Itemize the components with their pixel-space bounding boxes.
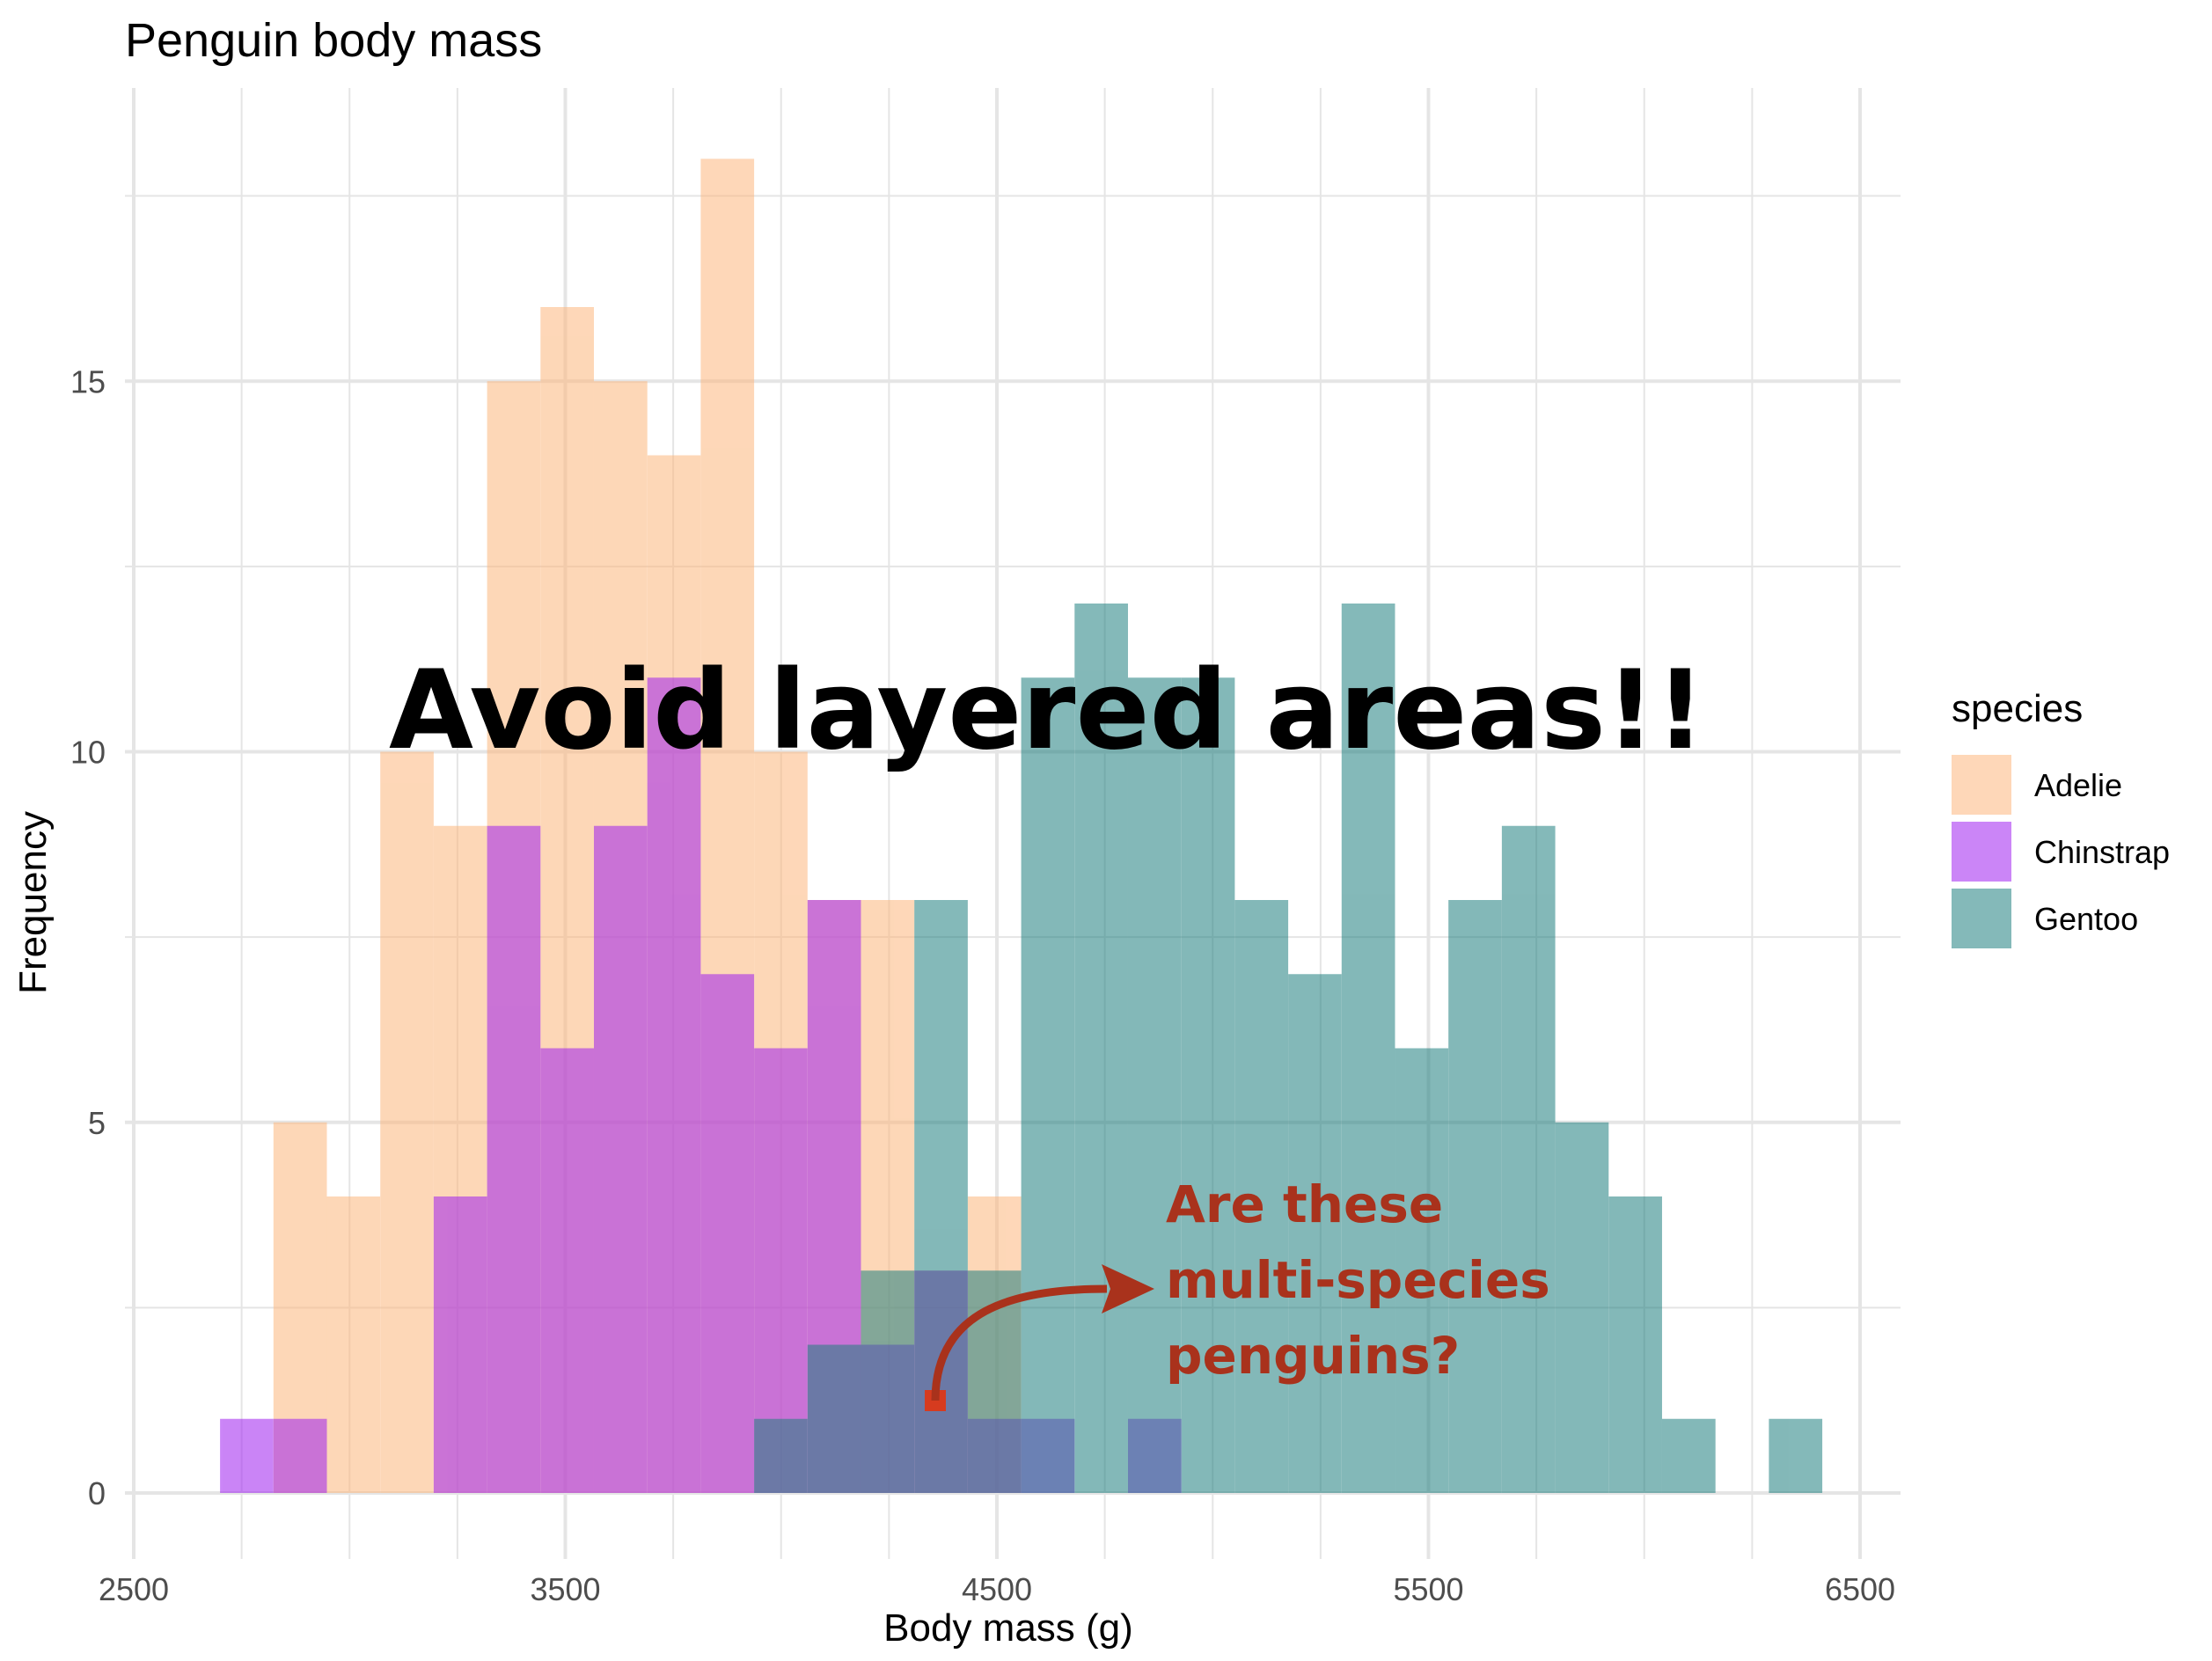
bar-gentoo [1288, 974, 1342, 1493]
legend-item-chinstrap: Chinstrap [1952, 822, 2170, 882]
y-tick-labels: 0 5 10 15 [70, 363, 106, 1511]
chart-title: Penguin body mass [125, 14, 542, 67]
x-tick-label: 2500 [99, 1571, 169, 1607]
bar-chinstrap [220, 1418, 274, 1493]
bar-gentoo [1395, 1048, 1449, 1493]
arrow-annotation [925, 1264, 1154, 1411]
legend-swatch [1952, 889, 2011, 948]
histogram-bars [220, 158, 1823, 1493]
bar-gentoo [1501, 825, 1556, 1493]
legend-title: species [1952, 687, 2083, 730]
bar-gentoo [1127, 677, 1182, 1493]
bar-gentoo [1021, 677, 1075, 1493]
y-axis-label: Frequency [11, 811, 55, 994]
legend: species Adelie Chinstrap Gentoo [1952, 687, 2170, 948]
bar-gentoo [861, 1270, 915, 1493]
legend-label: Adelie [2034, 767, 2122, 803]
bar-gentoo [754, 1418, 808, 1493]
bar-chinstrap [593, 825, 648, 1493]
x-tick-label: 3500 [530, 1571, 600, 1607]
x-tick-label: 5500 [1393, 1571, 1463, 1607]
series-gentoo [754, 604, 1823, 1493]
legend-label: Gentoo [2034, 901, 2138, 937]
headline-annotation: Avoid layered areas!! [389, 648, 1705, 774]
bar-chinstrap [647, 677, 701, 1493]
bar-chinstrap [487, 825, 541, 1493]
y-tick-label: 0 [88, 1475, 106, 1511]
bar-chinstrap [540, 1048, 594, 1493]
bar-adelie [326, 1196, 381, 1493]
bar-chinstrap [700, 974, 755, 1493]
note-line-3: penguins? [1166, 1326, 1460, 1386]
note-annotation: Are these multi-species penguins? [1166, 1174, 1550, 1386]
bar-gentoo [807, 1344, 861, 1493]
bar-gentoo [1661, 1418, 1716, 1493]
x-tick-labels: 2500 3500 4500 5500 6500 [99, 1571, 1895, 1607]
bar-chinstrap [273, 1418, 327, 1493]
bar-gentoo [1341, 604, 1395, 1493]
bar-gentoo [1074, 604, 1128, 1493]
arrow-curve [931, 1284, 1108, 1401]
x-axis-label: Body mass (g) [883, 1606, 1133, 1650]
x-tick-label: 6500 [1825, 1571, 1895, 1607]
bar-adelie [380, 751, 434, 1493]
bar-chinstrap [433, 1196, 487, 1493]
x-tick-label: 4500 [962, 1571, 1032, 1607]
bar-gentoo [1769, 1418, 1823, 1493]
legend-label: Chinstrap [2034, 834, 2170, 870]
bar-gentoo [1234, 900, 1289, 1493]
y-tick-label: 15 [70, 363, 106, 399]
bar-gentoo [1555, 1122, 1609, 1493]
bar-gentoo [1608, 1196, 1662, 1493]
legend-item-adelie: Adelie [1952, 755, 2122, 815]
arrow-head [1102, 1264, 1154, 1313]
y-tick-label: 5 [88, 1105, 106, 1141]
note-line-1: Are these [1166, 1174, 1443, 1234]
y-tick-label: 10 [70, 735, 106, 771]
note-line-2: multi-species [1166, 1250, 1550, 1310]
legend-item-gentoo: Gentoo [1952, 889, 2138, 948]
legend-swatch [1952, 822, 2011, 882]
legend-swatch [1952, 755, 2011, 815]
bar-gentoo [1181, 677, 1235, 1493]
bar-gentoo [1448, 900, 1502, 1493]
